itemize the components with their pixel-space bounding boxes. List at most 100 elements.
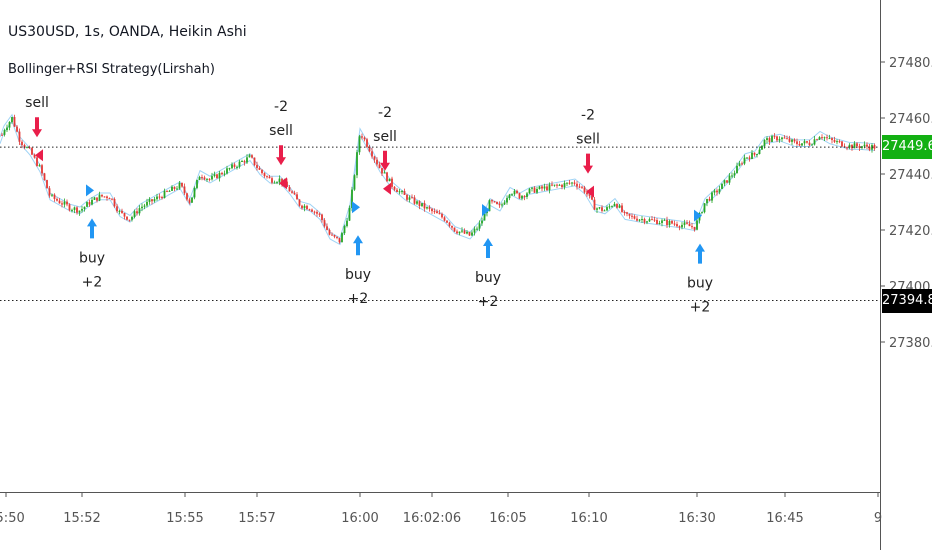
candle	[618, 205, 621, 208]
candle	[833, 140, 836, 142]
buy-signal-label: +2	[690, 300, 711, 316]
candle	[456, 231, 458, 234]
candle	[228, 168, 231, 170]
candle	[103, 196, 106, 198]
candle	[523, 195, 526, 197]
candle	[398, 191, 401, 193]
candle	[96, 197, 98, 201]
candle	[6, 127, 8, 131]
candle	[391, 178, 393, 187]
candle	[663, 219, 666, 221]
candle	[118, 210, 121, 212]
candle	[341, 233, 343, 243]
candle	[693, 226, 696, 230]
candle	[36, 157, 38, 166]
buy-signal-label: +2	[478, 294, 499, 310]
candle	[601, 207, 603, 211]
candle	[481, 220, 483, 224]
candle	[358, 136, 361, 153]
candle	[688, 223, 691, 227]
chart-title: US30USD, 1s, OANDA, Heikin Ashi	[8, 24, 247, 40]
candle	[836, 141, 838, 143]
candle	[713, 190, 716, 193]
candle	[78, 210, 81, 213]
candle	[151, 199, 153, 202]
candle	[348, 208, 351, 221]
candle	[246, 157, 248, 163]
time-tick-label: 16:02:06	[403, 511, 461, 526]
candle	[108, 198, 111, 200]
candle	[38, 165, 41, 167]
candle	[356, 152, 358, 176]
candle	[716, 190, 718, 193]
candle	[633, 216, 636, 219]
candle	[738, 163, 741, 166]
candle	[241, 161, 243, 163]
candle	[458, 231, 461, 234]
candle	[788, 138, 791, 142]
candle	[686, 222, 688, 224]
candle	[301, 205, 303, 209]
candle	[861, 146, 863, 148]
candle	[263, 173, 266, 177]
candle	[338, 237, 341, 243]
price-tick-label: 27480.0	[889, 56, 932, 71]
candle	[133, 211, 136, 217]
candle	[113, 198, 116, 207]
candle	[808, 142, 811, 146]
candle	[706, 198, 708, 204]
candle	[536, 189, 538, 193]
price-tick-label: 27420.0	[889, 224, 932, 239]
candle	[178, 182, 181, 189]
candle	[721, 183, 723, 189]
candle	[551, 184, 553, 186]
candle	[751, 152, 753, 159]
candle	[378, 164, 381, 169]
candle	[383, 172, 386, 174]
candle	[768, 138, 771, 142]
candle	[623, 211, 626, 213]
candle	[406, 194, 408, 200]
buy-signal-label: buy	[79, 250, 105, 266]
candle	[563, 183, 566, 188]
candle	[668, 220, 671, 226]
candle	[626, 212, 628, 214]
candle	[678, 226, 681, 228]
candle	[468, 231, 471, 236]
candle	[811, 144, 813, 146]
candle	[18, 131, 21, 142]
candle	[293, 192, 296, 195]
sell-arrow-icon	[32, 117, 42, 138]
candle	[763, 139, 766, 146]
candle	[201, 177, 203, 179]
candle	[818, 137, 821, 140]
candle	[98, 194, 101, 201]
candle	[873, 145, 876, 149]
time-tick-label: 15:55	[166, 511, 203, 526]
candle	[168, 190, 171, 192]
candle	[343, 226, 346, 234]
candle	[638, 219, 641, 221]
candle	[701, 212, 703, 214]
candle	[63, 201, 66, 205]
candle	[773, 136, 776, 138]
candle	[528, 188, 531, 194]
candle	[43, 173, 46, 181]
candle	[401, 191, 403, 193]
candle	[541, 186, 543, 189]
candle	[831, 138, 833, 141]
candle	[386, 172, 388, 182]
candle	[733, 173, 736, 176]
candle	[381, 168, 383, 174]
candle	[546, 186, 548, 191]
time-tick-label: 15:57	[238, 511, 275, 526]
candle	[703, 203, 706, 213]
candle	[691, 226, 693, 228]
candle	[431, 208, 433, 212]
candle	[681, 224, 683, 228]
candle	[593, 199, 596, 210]
candle	[526, 193, 528, 197]
candle	[598, 207, 601, 209]
candle	[433, 211, 436, 213]
